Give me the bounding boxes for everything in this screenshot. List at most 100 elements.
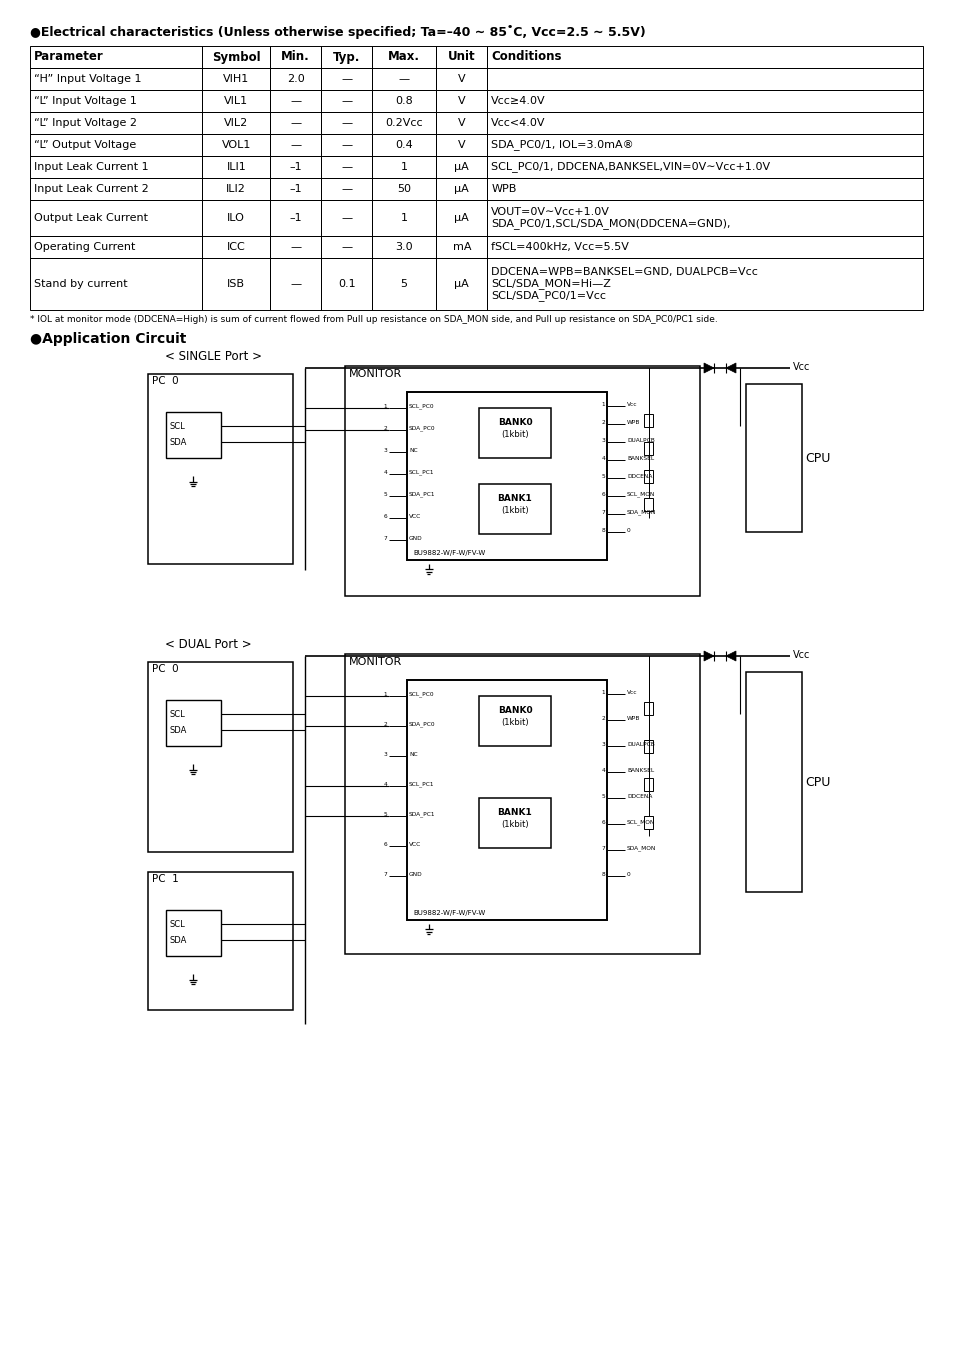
Text: –1: –1	[289, 213, 302, 223]
Text: VOUT=0V∼Vcc+1.0V: VOUT=0V∼Vcc+1.0V	[491, 207, 610, 217]
Text: μA: μA	[454, 184, 469, 194]
Text: PC  0: PC 0	[152, 663, 178, 674]
Bar	[30, 46, 202, 68]
Text: 7: 7	[383, 535, 387, 540]
Text: SDA_PC0/1,SCL/SDA_MON(DDCENA=GND),: SDA_PC0/1,SCL/SDA_MON(DDCENA=GND),	[491, 218, 730, 229]
Text: WPB: WPB	[626, 420, 639, 425]
Text: 0.2Vcc: 0.2Vcc	[385, 118, 422, 129]
Text: 3: 3	[383, 448, 387, 452]
Text: BANK0: BANK0	[497, 418, 532, 427]
Text: “H” Input Voltage 1: “H” Input Voltage 1	[34, 74, 141, 84]
Text: —: —	[340, 118, 352, 129]
Text: 1: 1	[383, 403, 387, 409]
Bar	[30, 156, 202, 177]
Text: Vcc: Vcc	[792, 362, 809, 372]
Text: (1kbit): (1kbit)	[500, 506, 528, 515]
Bar	[644, 779, 653, 791]
Text: 0.1: 0.1	[337, 279, 355, 288]
Text: 5: 5	[383, 811, 387, 816]
Bar	[644, 470, 653, 483]
Text: 2: 2	[383, 722, 387, 727]
Text: 7: 7	[600, 845, 604, 850]
Text: 2: 2	[383, 425, 387, 431]
Text: VCC: VCC	[409, 841, 421, 846]
Bar	[202, 89, 270, 112]
Text: BANKSEL: BANKSEL	[626, 455, 654, 460]
Bar	[166, 700, 221, 746]
Text: 3: 3	[600, 437, 604, 443]
Bar	[436, 156, 487, 177]
Text: μA: μA	[454, 162, 469, 172]
Text: ISB: ISB	[227, 279, 245, 288]
Text: —: —	[340, 96, 352, 106]
Bar	[372, 46, 436, 68]
Text: —: —	[340, 139, 352, 150]
Bar	[372, 177, 436, 200]
Text: Typ.: Typ.	[333, 50, 360, 64]
Bar	[436, 112, 487, 134]
Text: –1: –1	[289, 184, 302, 194]
Text: Vcc: Vcc	[792, 650, 809, 659]
Text: μA: μA	[454, 213, 469, 223]
Bar	[644, 498, 653, 510]
Text: ILI2: ILI2	[226, 184, 246, 194]
Text: 0: 0	[626, 872, 630, 876]
Bar	[30, 112, 202, 134]
Text: SDA_PC0/1, IOL=3.0mA®: SDA_PC0/1, IOL=3.0mA®	[491, 139, 633, 150]
Text: (1kbit): (1kbit)	[500, 431, 528, 439]
Bar	[30, 177, 202, 200]
Text: 5: 5	[600, 793, 604, 799]
Text: VIL2: VIL2	[224, 118, 248, 129]
Text: —: —	[340, 162, 352, 172]
Bar	[270, 236, 321, 259]
Text: 6: 6	[383, 841, 387, 846]
Text: PC  0: PC 0	[152, 376, 178, 386]
Text: 0: 0	[626, 528, 630, 532]
Text: SCL_PC1: SCL_PC1	[409, 781, 434, 787]
Bar	[270, 112, 321, 134]
Polygon shape	[703, 363, 713, 372]
Text: —: —	[340, 184, 352, 194]
Text: 7: 7	[600, 509, 604, 515]
Text: SDA_PC1: SDA_PC1	[409, 811, 435, 816]
Text: V: V	[457, 74, 465, 84]
Text: BANK1: BANK1	[497, 494, 532, 502]
Text: SDA_MON: SDA_MON	[626, 509, 656, 515]
Text: * IOL at monitor mode (DDCENA=High) is sum of current flowed from Pull up resist: * IOL at monitor mode (DDCENA=High) is s…	[30, 315, 717, 324]
Bar	[30, 134, 202, 156]
Bar	[270, 46, 321, 68]
Bar	[202, 112, 270, 134]
Text: “L” Input Voltage 2: “L” Input Voltage 2	[34, 118, 137, 129]
Text: SDA: SDA	[170, 936, 187, 945]
Text: Stand by current: Stand by current	[34, 279, 128, 288]
Bar	[30, 68, 202, 89]
Text: 5: 5	[600, 474, 604, 478]
Text: Symbol: Symbol	[212, 50, 260, 64]
Bar	[436, 200, 487, 236]
Text: Input Leak Current 2: Input Leak Current 2	[34, 184, 149, 194]
Bar	[487, 177, 923, 200]
Text: 7: 7	[383, 872, 387, 876]
Text: BU9882-W/F-W/FV-W: BU9882-W/F-W/FV-W	[413, 550, 485, 556]
Polygon shape	[725, 651, 735, 661]
Text: mA: mA	[452, 242, 471, 252]
Text: “L” Output Voltage: “L” Output Voltage	[34, 139, 136, 150]
Bar	[202, 177, 270, 200]
Text: PC  1: PC 1	[152, 873, 178, 884]
Bar	[487, 236, 923, 259]
Text: Vcc<4.0V: Vcc<4.0V	[491, 118, 545, 129]
Bar	[487, 200, 923, 236]
Text: SCL/SDA_PC0/1=Vcc: SCL/SDA_PC0/1=Vcc	[491, 291, 605, 302]
Bar	[270, 68, 321, 89]
Text: Unit: Unit	[448, 50, 476, 64]
Text: DDCENA: DDCENA	[626, 793, 652, 799]
Bar	[644, 414, 653, 427]
Text: 1: 1	[383, 692, 387, 696]
Text: 8: 8	[600, 528, 604, 532]
Bar	[345, 654, 700, 955]
Bar	[644, 441, 653, 455]
Text: (1kbit): (1kbit)	[500, 718, 528, 727]
Text: —: —	[290, 96, 301, 106]
Text: CPU: CPU	[804, 776, 829, 788]
Polygon shape	[703, 651, 713, 661]
